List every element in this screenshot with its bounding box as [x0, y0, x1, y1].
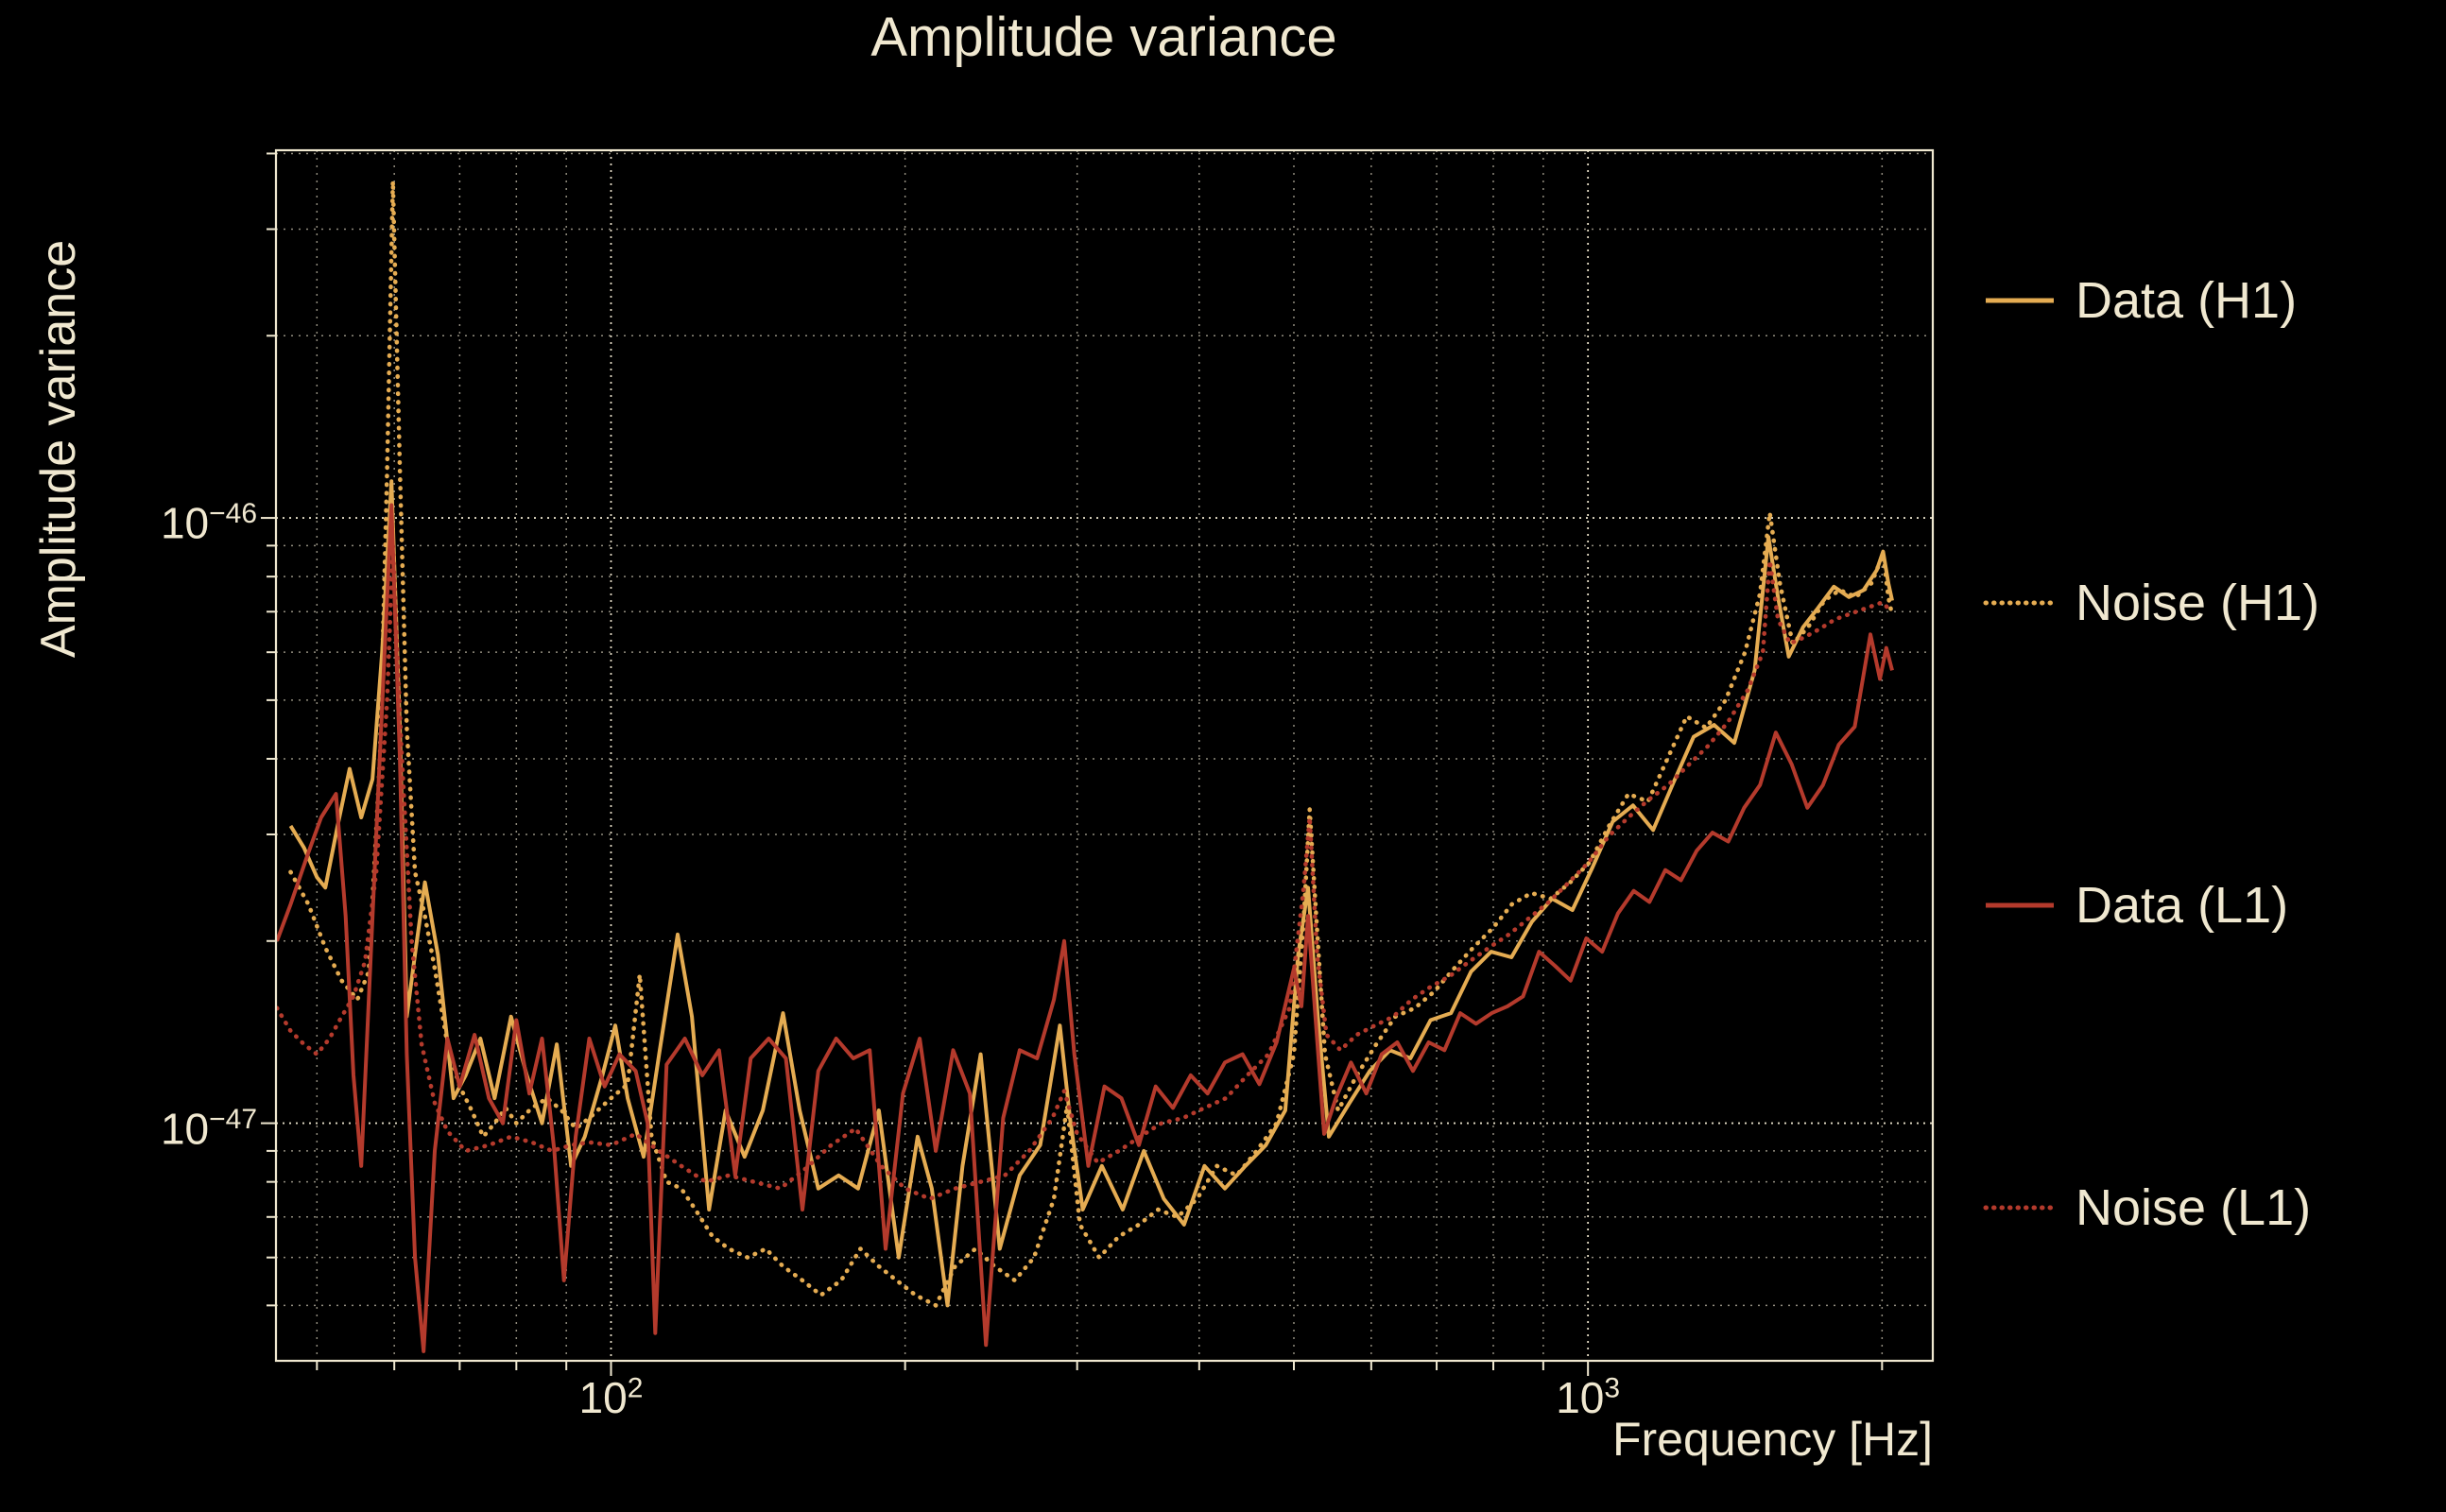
legend-item-data-l1: Data (L1) — [1983, 869, 2288, 941]
legend-label-data-h1: Data (H1) — [2076, 272, 2298, 329]
x-axis-label: Frequency [Hz] — [1611, 1413, 1933, 1466]
series-data-l1 — [276, 503, 1894, 1353]
legend-label-noise-l1: Noise (L1) — [2076, 1179, 2312, 1236]
tick-label-y-−46: 10−46 — [160, 498, 257, 548]
legend-label-noise-h1: Noise (H1) — [2076, 575, 2320, 631]
legend-label-data-l1: Data (L1) — [2076, 877, 2289, 934]
chart-title: Amplitude variance — [870, 7, 1337, 68]
legend-line-data-l1 — [1986, 902, 2054, 908]
series-data-h1 — [288, 479, 1894, 1308]
series-noise-l1 — [276, 543, 1895, 1201]
legend-line-data-h1 — [1986, 298, 2054, 303]
legend-line-noise-h1 — [1983, 600, 2057, 606]
legend-line-noise-l1 — [1983, 1205, 2057, 1211]
y-axis-label: Amplitude variance — [31, 239, 86, 659]
plot-border — [274, 148, 1935, 1363]
tick-label-x-100: 102 — [578, 1372, 644, 1422]
legend-item-noise-h1: Noise (H1) — [1983, 567, 2319, 639]
legend-item-noise-l1: Noise (L1) — [1983, 1172, 2311, 1244]
tick-label-y-−47: 10−47 — [160, 1103, 257, 1153]
tick-label-x-1000: 103 — [1556, 1372, 1621, 1422]
legend-item-data-h1: Data (H1) — [1983, 265, 2297, 336]
series-noise-h1 — [288, 179, 1895, 1308]
